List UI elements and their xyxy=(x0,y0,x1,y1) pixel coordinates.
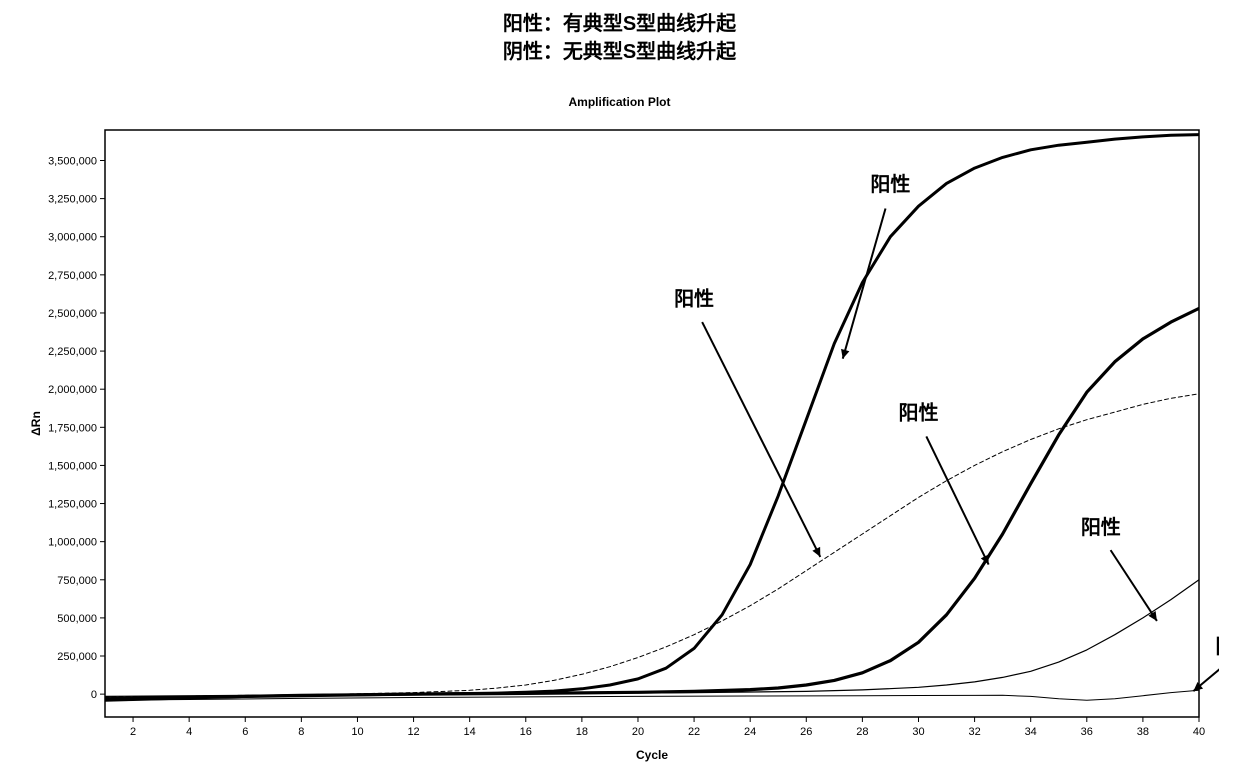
x-tick-label: 12 xyxy=(407,726,419,738)
annotation-label: 阳性 xyxy=(870,173,910,196)
y-tick-label: 1,750,000 xyxy=(48,422,97,434)
x-tick-label: 16 xyxy=(520,726,532,738)
annotation-label: 阳性 xyxy=(898,402,938,425)
y-tick-label: 3,500,000 xyxy=(48,155,97,167)
y-tick-label: 250,000 xyxy=(57,651,97,663)
x-tick-label: 14 xyxy=(464,726,476,738)
annotation-arrow-line xyxy=(926,436,988,564)
x-tick-label: 36 xyxy=(1081,726,1093,738)
chart-subtitle: Amplification Plot xyxy=(0,95,1239,109)
x-tick-label: 4 xyxy=(186,726,192,738)
positive-curve-1-bold-high xyxy=(105,135,1199,701)
x-tick-label: 34 xyxy=(1025,726,1037,738)
y-tick-label: 3,250,000 xyxy=(48,194,97,206)
annotation-label: 阳性 xyxy=(674,287,714,310)
y-tick-label: 1,000,000 xyxy=(48,537,97,549)
y-tick-label: 500,000 xyxy=(57,613,97,625)
annotation-arrow-line xyxy=(702,322,820,557)
x-tick-label: 26 xyxy=(800,726,812,738)
x-tick-label: 28 xyxy=(856,726,868,738)
y-axis-title: ΔRn xyxy=(29,411,43,436)
y-tick-label: 1,250,000 xyxy=(48,499,97,511)
annotation-arrow-head xyxy=(1148,611,1157,621)
x-tick-label: 38 xyxy=(1137,726,1149,738)
x-tick-label: 22 xyxy=(688,726,700,738)
y-tick-label: 3,000,000 xyxy=(48,232,97,244)
y-tick-label: 0 xyxy=(91,689,97,701)
positive-curve-2-bold-late xyxy=(105,308,1199,698)
annotation-arrow-line xyxy=(1111,550,1157,621)
header-block: 阳性：有典型S型曲线升起 阴性：无典型S型曲线升起 xyxy=(0,10,1239,66)
y-tick-label: 2,500,000 xyxy=(48,308,97,320)
page-root: 阳性：有典型S型曲线升起 阴性：无典型S型曲线升起 Amplification … xyxy=(0,0,1239,777)
positive-curve-3-thin-dashed xyxy=(105,394,1199,697)
x-tick-label: 2 xyxy=(130,726,136,738)
x-axis-title: Cycle xyxy=(636,748,668,762)
header-line-2: 阴性：无典型S型曲线升起 xyxy=(0,38,1239,66)
y-tick-label: 2,250,000 xyxy=(48,346,97,358)
y-tick-label: 2,750,000 xyxy=(48,270,97,282)
annotation-label: 阴性 xyxy=(1215,635,1219,658)
header-line-1: 阳性：有典型S型曲线升起 xyxy=(0,10,1239,38)
x-tick-label: 20 xyxy=(632,726,644,738)
x-tick-label: 30 xyxy=(912,726,924,738)
y-tick-label: 2,000,000 xyxy=(48,384,97,396)
plot-border xyxy=(105,130,1199,717)
y-tick-label: 750,000 xyxy=(57,575,97,587)
annotation-arrow-line xyxy=(843,209,886,359)
chart-area: 0 250,000 500,000 750,000 1,000,000 1,250,000… xyxy=(20,120,1219,767)
annotation-label: 阳性 xyxy=(1081,516,1121,539)
y-tick-label: 1,500,000 xyxy=(48,460,97,472)
x-tick-label: 18 xyxy=(576,726,588,738)
x-tick-label: 6 xyxy=(242,726,248,738)
x-tick-label: 32 xyxy=(968,726,980,738)
x-tick-label: 10 xyxy=(351,726,363,738)
x-tick-label: 8 xyxy=(298,726,304,738)
positive-curve-4-thin-late xyxy=(105,580,1199,697)
x-tick-label: 40 xyxy=(1193,726,1205,738)
x-tick-label: 24 xyxy=(744,726,756,738)
amplification-plot-svg: 0 250,000 500,000 750,000 1,000,000 1,250,000… xyxy=(20,120,1219,767)
